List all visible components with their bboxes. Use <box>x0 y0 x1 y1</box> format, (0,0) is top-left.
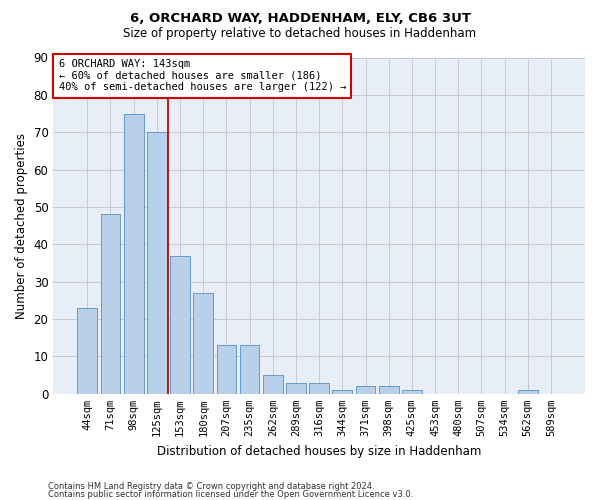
Text: 6 ORCHARD WAY: 143sqm
← 60% of detached houses are smaller (186)
40% of semi-det: 6 ORCHARD WAY: 143sqm ← 60% of detached … <box>59 59 346 92</box>
Text: 6, ORCHARD WAY, HADDENHAM, ELY, CB6 3UT: 6, ORCHARD WAY, HADDENHAM, ELY, CB6 3UT <box>130 12 470 26</box>
Bar <box>402 390 422 394</box>
Bar <box>147 132 167 394</box>
Bar <box>286 382 306 394</box>
X-axis label: Distribution of detached houses by size in Haddenham: Distribution of detached houses by size … <box>157 444 481 458</box>
Text: Contains public sector information licensed under the Open Government Licence v3: Contains public sector information licen… <box>48 490 413 499</box>
Bar <box>309 382 329 394</box>
Bar <box>170 256 190 394</box>
Y-axis label: Number of detached properties: Number of detached properties <box>15 132 28 318</box>
Bar <box>240 345 259 394</box>
Bar <box>77 308 97 394</box>
Bar <box>217 345 236 394</box>
Bar <box>356 386 376 394</box>
Bar <box>193 293 213 394</box>
Text: Contains HM Land Registry data © Crown copyright and database right 2024.: Contains HM Land Registry data © Crown c… <box>48 482 374 491</box>
Bar <box>379 386 398 394</box>
Bar <box>518 390 538 394</box>
Bar <box>101 214 121 394</box>
Bar <box>263 375 283 394</box>
Bar <box>332 390 352 394</box>
Text: Size of property relative to detached houses in Haddenham: Size of property relative to detached ho… <box>124 28 476 40</box>
Bar <box>124 114 143 394</box>
